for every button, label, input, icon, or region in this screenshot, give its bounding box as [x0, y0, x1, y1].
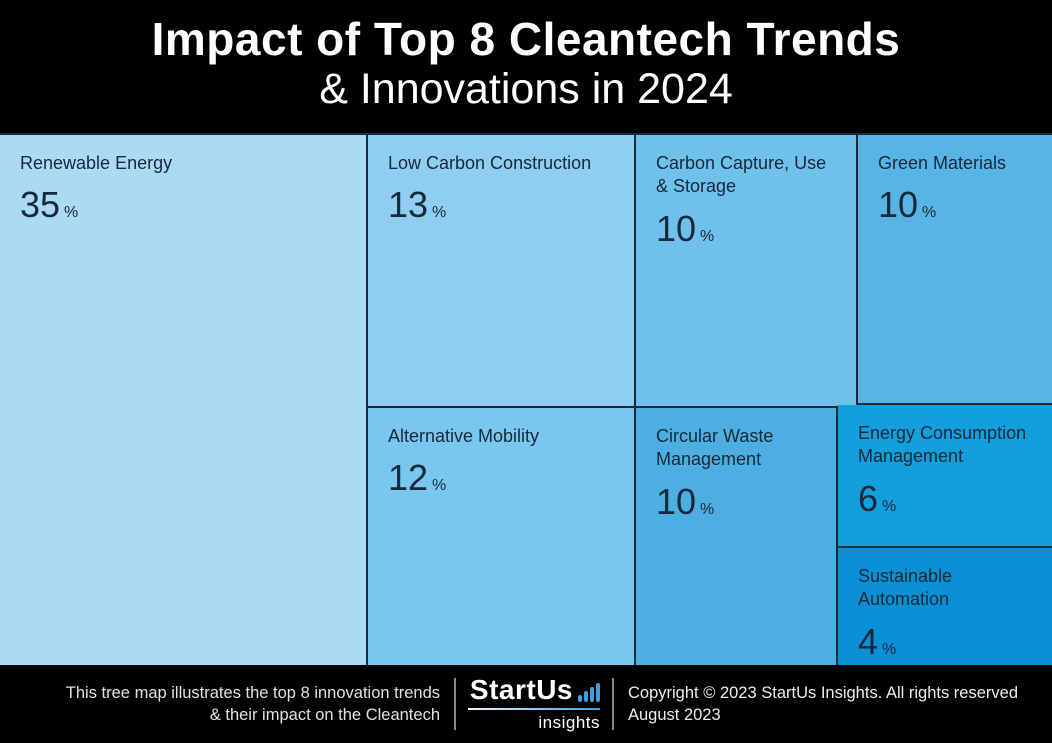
- tile-value: 10%: [656, 480, 715, 522]
- tile-value: 35%: [20, 184, 79, 226]
- logo-sub-label: insights: [538, 712, 600, 732]
- tile-value: 10%: [878, 184, 937, 226]
- tile-renewable-energy: Renewable Energy 35%: [0, 135, 366, 665]
- tile-value: 6%: [858, 477, 897, 519]
- treemap-chart: Renewable Energy 35% Low Carbon Construc…: [0, 133, 1052, 665]
- footer-caption: This tree map illustrates the top 8 inno…: [0, 682, 442, 727]
- startus-logo: StartUs insights: [468, 673, 600, 733]
- tile-alternative-mobility: Alternative Mobility 12%: [368, 408, 634, 665]
- tile-green-materials: Green Materials 10%: [858, 135, 1052, 403]
- tile-label: Renewable Energy: [20, 153, 173, 173]
- tile-label: Alternative Mobility: [388, 426, 540, 446]
- tile-circular-waste-management: Circular Waste Management 10%: [636, 408, 836, 665]
- tile-carbon-capture-use-storage: Carbon Capture, Use & Storage 10%: [636, 135, 856, 406]
- caption-line1: This tree map illustrates the top 8 inno…: [65, 683, 440, 702]
- logo-underline: [468, 707, 600, 710]
- tile-label: Sustainable Automation: [858, 566, 953, 610]
- tile-energy-consumption-management: Energy Consumption Management 6%: [838, 405, 1052, 546]
- tile-low-carbon-construction: Low Carbon Construction 13%: [368, 135, 634, 406]
- copyright-line2: August 2023: [628, 706, 721, 724]
- logo-brand: StartUs: [469, 673, 573, 705]
- tile-label: Low Carbon Construction: [388, 153, 592, 173]
- copyright-text: Copyright © 2023 StartUs Insights. All r…: [626, 682, 1018, 727]
- divider: [612, 678, 614, 730]
- tile-label: Circular Waste Management: [656, 426, 774, 470]
- tile-value: 4%: [858, 620, 897, 662]
- tile-value: 12%: [388, 457, 447, 499]
- copyright-line1: Copyright © 2023 StartUs Insights. All r…: [628, 683, 1018, 702]
- page-title: Impact of Top 8 Cleantech Trends: [151, 13, 901, 65]
- tile-sustainable-automation: Sustainable Automation 4%: [838, 548, 1052, 665]
- bar-chart-icon: [578, 682, 600, 704]
- tile-value: 13%: [388, 184, 447, 226]
- tile-value: 10%: [656, 207, 715, 249]
- tile-label: Green Materials: [878, 153, 1007, 173]
- footer: This tree map illustrates the top 8 inno…: [0, 665, 1052, 743]
- tile-label: Energy Consumption Management: [858, 423, 1027, 467]
- tile-label: Carbon Capture, Use & Storage: [656, 153, 827, 197]
- header: Impact of Top 8 Cleantech Trends & Innov…: [0, 0, 1052, 133]
- page-subtitle: & Innovations in 2024: [319, 64, 733, 113]
- caption-line2: & their impact on the Cleantech: [209, 706, 440, 724]
- divider: [454, 678, 456, 730]
